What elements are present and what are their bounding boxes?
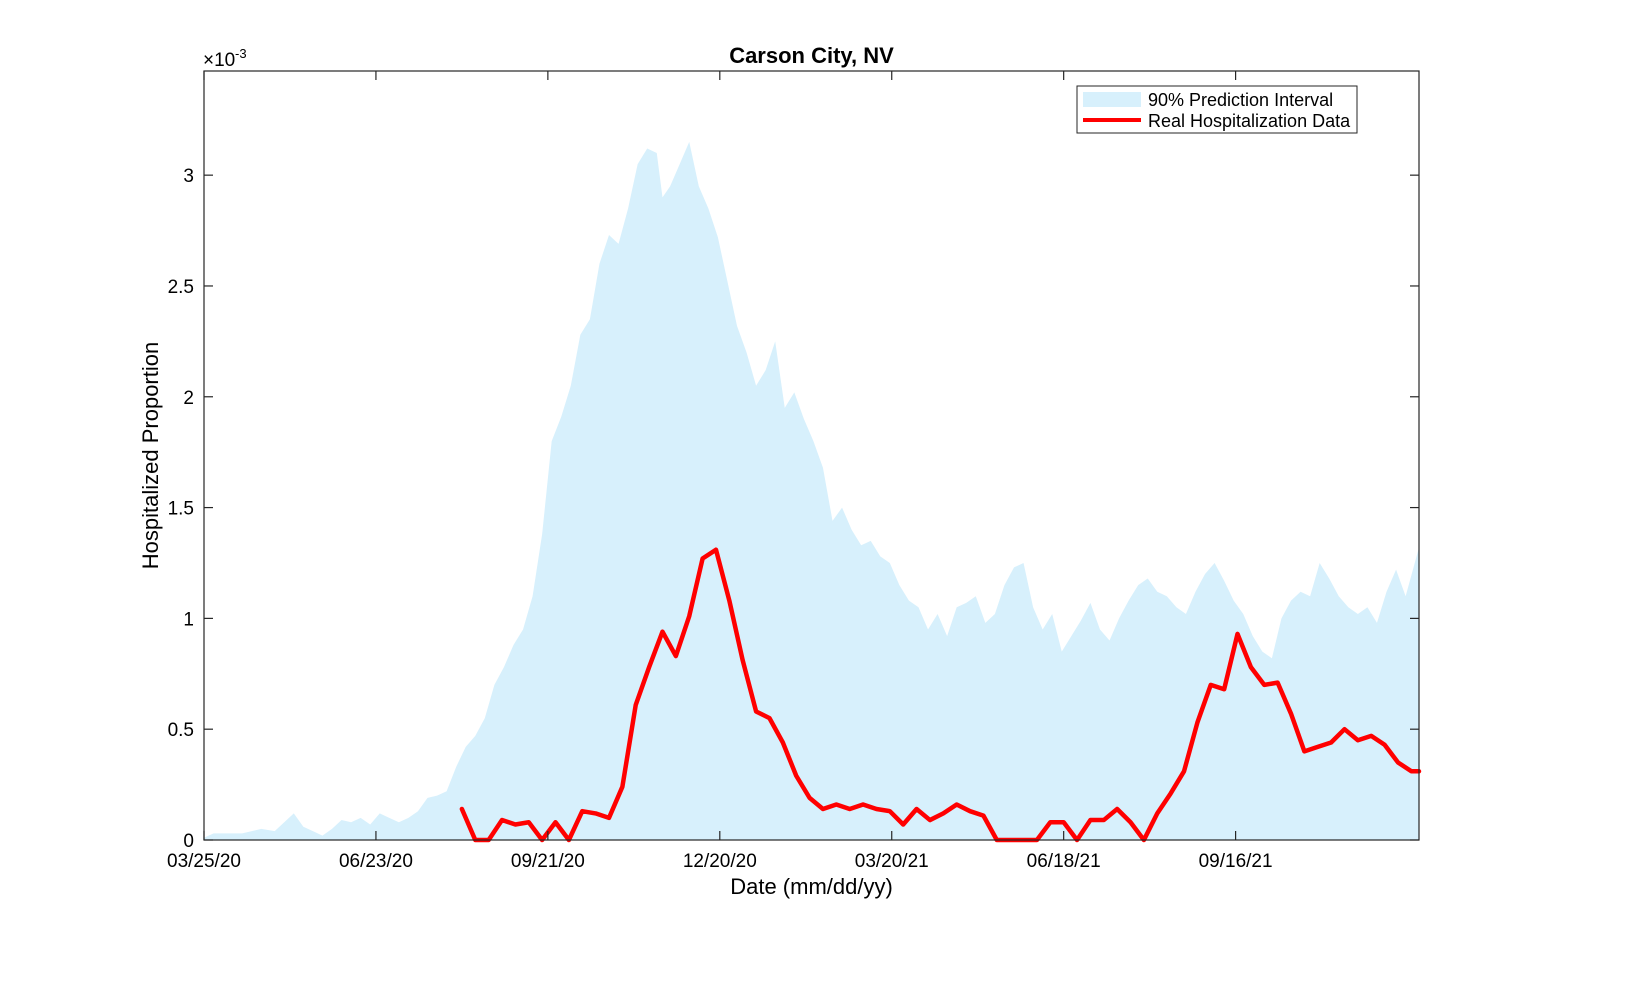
real-hospitalization-line <box>459 547 1422 843</box>
real-data-layer <box>459 547 1422 843</box>
x-tick-label: 09/21/20 <box>511 851 585 872</box>
plot-area: 03/25/20 06/23/20 09/21/20 12/20/20 03/20/21… <box>167 70 1422 872</box>
chart-title: Carson City, NV <box>729 43 894 68</box>
legend-label-real-data: Real Hospitalization Data <box>1148 111 1351 131</box>
legend-label-prediction-interval: 90% Prediction Interval <box>1148 90 1333 110</box>
y-tick-label: 0.5 <box>168 720 194 741</box>
y-axis-exponent: ×10 -3 <box>203 46 247 71</box>
x-tick-label: 06/18/21 <box>1027 851 1101 872</box>
x-tick-label: 12/20/20 <box>683 851 757 872</box>
legend: 90% Prediction Interval Real Hospitaliza… <box>1076 85 1358 134</box>
x-axis-label: Date (mm/dd/yy) <box>730 874 893 899</box>
prediction-interval-area <box>204 141 1419 841</box>
y-tick-label: 2 <box>183 388 194 409</box>
x-tick-label: 03/20/21 <box>855 851 929 872</box>
y-axis-label: Hospitalized Proportion <box>138 342 163 569</box>
x-tick-label: 09/16/21 <box>1199 851 1273 872</box>
y-exponent-power: -3 <box>235 46 247 61</box>
legend-swatch-prediction-interval <box>1083 92 1141 107</box>
y-tick-label: 0 <box>183 831 194 852</box>
tick-layer: 03/25/20 06/23/20 09/21/20 12/20/20 03/20/21… <box>167 71 1419 872</box>
y-exponent-base: ×10 <box>203 50 235 71</box>
x-tick-label: 03/25/20 <box>167 851 241 872</box>
y-tick-label: 1.5 <box>168 499 194 520</box>
y-tick-label: 2.5 <box>168 277 194 298</box>
y-tick-label: 3 <box>183 166 194 187</box>
x-tick-label: 06/23/20 <box>339 851 413 872</box>
axes-box <box>203 70 1420 841</box>
prediction-interval-layer <box>204 141 1419 841</box>
y-tick-label: 1 <box>183 609 194 630</box>
